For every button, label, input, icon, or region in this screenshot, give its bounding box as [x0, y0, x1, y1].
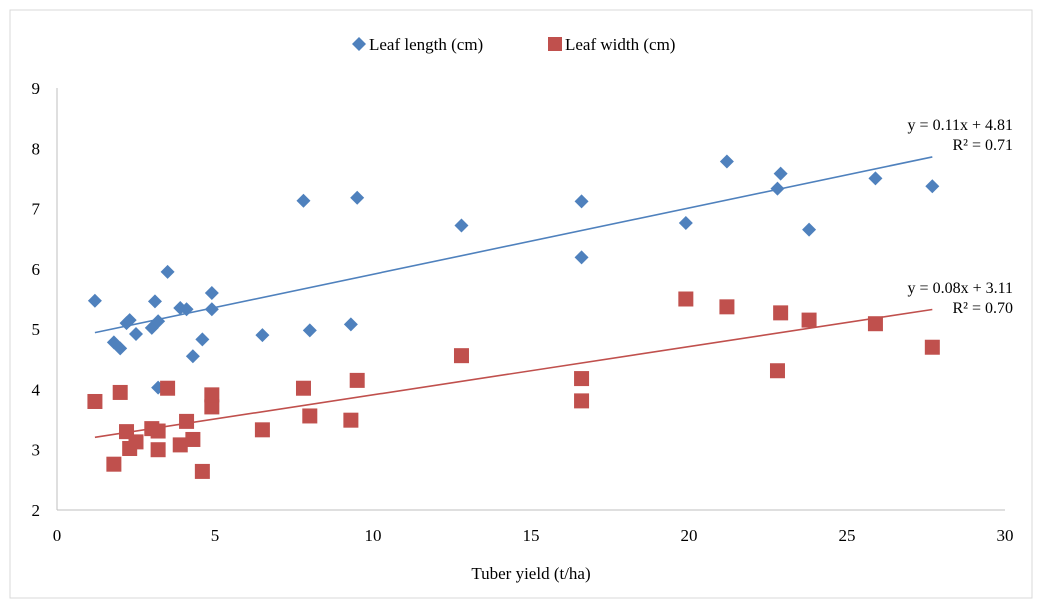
data-point-length — [574, 194, 589, 209]
data-point-width — [204, 399, 220, 415]
data-point-width — [678, 291, 694, 307]
y-tick-label: 3 — [32, 441, 41, 460]
data-point-length — [678, 216, 693, 231]
data-point-width — [185, 431, 201, 447]
data-point-length — [160, 264, 175, 279]
x-tick-label: 15 — [523, 526, 540, 545]
y-tick-labels: 2 3 4 5 6 7 8 9 — [32, 79, 41, 520]
y-tick-label: 7 — [32, 200, 41, 219]
trendlines — [94, 156, 933, 439]
y-tick-label: 8 — [32, 139, 41, 158]
data-point-width — [128, 434, 144, 450]
data-point-width — [150, 423, 166, 439]
data-point-width — [302, 408, 318, 424]
data-point-width — [343, 412, 359, 428]
r2-length-text: R² = 0.71 — [953, 137, 1014, 154]
data-point-length — [719, 154, 734, 169]
data-point-width — [112, 384, 128, 400]
x-tick-label: 10 — [365, 526, 382, 545]
data-point-width — [179, 413, 195, 429]
x-tick-labels: 0 5 10 15 20 25 30 — [53, 526, 1014, 545]
data-point-width — [924, 339, 940, 355]
data-point-length — [350, 190, 365, 205]
data-point-width — [773, 305, 789, 321]
data-point-length — [204, 302, 219, 317]
legend-marker-length — [352, 37, 366, 51]
x-tick-label: 20 — [681, 526, 698, 545]
data-point-length — [129, 326, 143, 341]
data-point-width — [769, 363, 785, 379]
equation-width-text: y = 0.08x + 3.11 — [908, 280, 1013, 297]
r2-width-text: R² = 0.70 — [953, 300, 1014, 317]
x-tick-label: 25 — [839, 526, 856, 545]
data-point-length — [773, 166, 788, 181]
data-point-width — [867, 316, 883, 332]
data-point-width — [801, 312, 817, 328]
data-point-width — [87, 393, 103, 409]
data-point-length — [574, 250, 589, 265]
data-point-length — [113, 341, 128, 356]
equation-width: y = 0.08x + 3.11 R² = 0.70 — [908, 280, 1013, 317]
data-point-width — [574, 371, 590, 387]
y-tick-label: 4 — [32, 380, 41, 399]
data-point-width — [106, 456, 122, 472]
legend-marker-width — [548, 37, 562, 51]
data-point-width — [204, 387, 220, 403]
data-point-length — [185, 349, 200, 364]
data-point-length — [802, 222, 817, 237]
data-point-length — [302, 323, 317, 338]
data-points — [87, 154, 940, 479]
x-tick-label: 30 — [997, 526, 1014, 545]
data-point-width — [719, 299, 735, 315]
data-point-length — [147, 294, 162, 309]
equation-length: y = 0.11x + 4.81 R² = 0.71 — [908, 117, 1013, 154]
data-point-length — [925, 179, 940, 194]
data-point-width — [349, 372, 365, 388]
data-point-length — [87, 293, 102, 308]
data-point-length — [179, 302, 194, 317]
equation-length-text: y = 0.11x + 4.81 — [908, 117, 1013, 134]
data-point-width — [295, 380, 311, 396]
data-point-width — [574, 393, 590, 409]
data-point-length — [343, 317, 358, 332]
x-tick-label: 0 — [53, 526, 62, 545]
data-point-width — [254, 422, 270, 438]
trendline-length — [94, 156, 933, 334]
legend-label-width: Leaf width (cm) — [565, 35, 675, 54]
data-point-length — [255, 328, 270, 343]
data-point-length — [454, 218, 469, 233]
data-point-length — [122, 313, 137, 328]
y-tick-label: 9 — [32, 79, 41, 98]
data-point-length — [868, 171, 883, 186]
data-point-width — [150, 442, 166, 458]
data-point-length — [296, 193, 311, 208]
legend: Leaf length (cm) Leaf width (cm) — [352, 35, 675, 54]
data-point-length — [151, 314, 166, 329]
legend-item-length: Leaf length (cm) — [352, 35, 483, 54]
data-point-length — [204, 285, 219, 300]
y-tick-label: 2 — [32, 501, 41, 520]
data-point-width — [172, 437, 188, 453]
data-point-width — [453, 348, 469, 364]
legend-label-length: Leaf length (cm) — [369, 35, 483, 54]
y-tick-label: 5 — [32, 320, 41, 339]
trendline-width — [94, 308, 933, 439]
x-axis-title: Tuber yield (t/ha) — [471, 564, 590, 583]
y-tick-label: 6 — [32, 260, 41, 279]
data-point-length — [195, 332, 210, 347]
data-point-length — [770, 181, 785, 196]
x-tick-label: 5 — [211, 526, 220, 545]
data-point-width — [194, 463, 210, 479]
data-point-width — [160, 380, 176, 396]
legend-item-width: Leaf width (cm) — [548, 35, 675, 54]
